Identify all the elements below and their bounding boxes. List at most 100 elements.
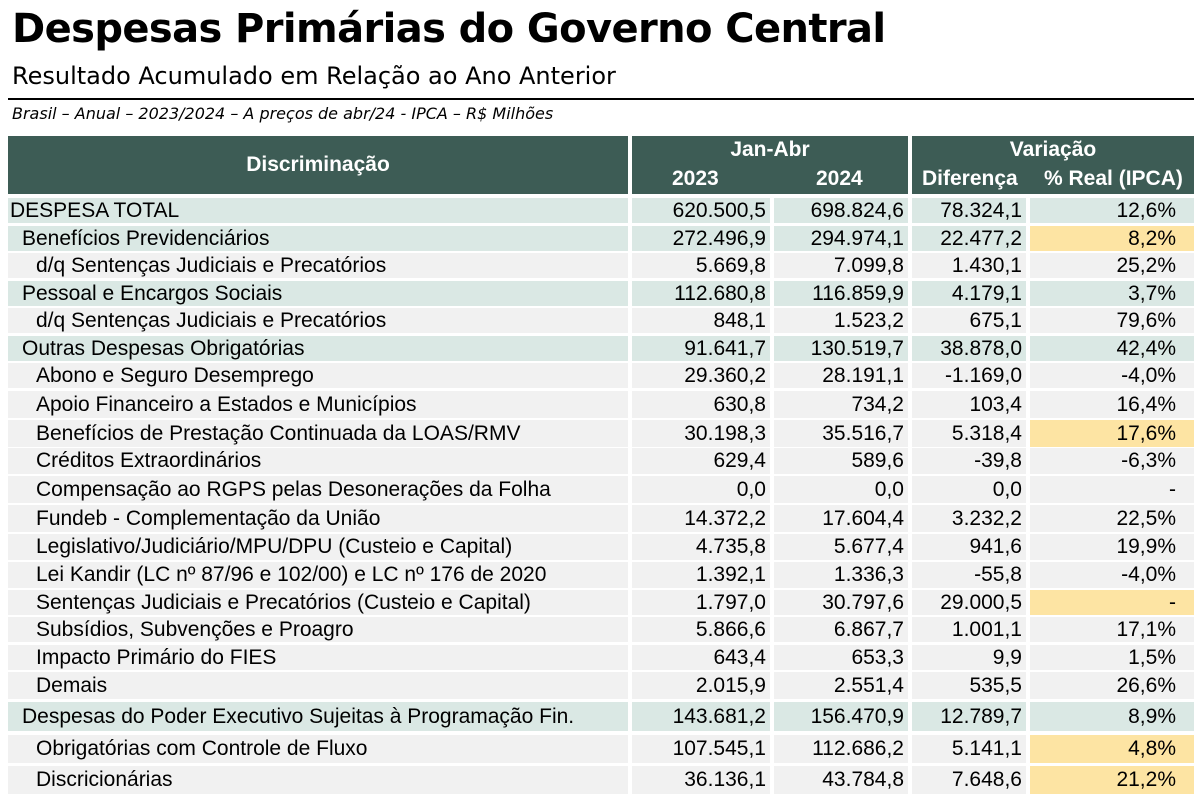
- row-label: Pessoal e Encargos Sociais: [8, 281, 628, 306]
- table-row: Fundeb - Complementação da União 14.372,2…: [0, 505, 1200, 532]
- row-real-pct: 8,2%: [1030, 226, 1194, 251]
- table-row: Pessoal e Encargos Sociais 112.680,8 116.8…: [0, 281, 1200, 306]
- row-value-2023: 5.669,8: [632, 253, 770, 278]
- row-difference: 675,1: [912, 308, 1026, 333]
- row-real-pct: 42,4%: [1030, 336, 1194, 361]
- row-label: Obrigatórias com Controle de Fluxo: [8, 735, 628, 763]
- row-real-pct: 1,5%: [1030, 645, 1194, 670]
- row-value-2024: 156.470,9: [774, 702, 908, 731]
- row-difference: 22.477,2: [912, 226, 1026, 251]
- row-value-2024: 653,3: [774, 645, 908, 670]
- row-value-2023: 143.681,2: [632, 702, 770, 731]
- row-value-2024: 28.191,1: [774, 363, 908, 388]
- row-difference: 29.000,5: [912, 590, 1026, 615]
- row-difference: 7.648,6: [912, 766, 1026, 794]
- row-value-2024: 130.519,7: [774, 336, 908, 361]
- row-label: Créditos Extraordinários: [8, 448, 628, 474]
- table-row: Benefícios Previdenciários 272.496,9 294.9…: [0, 226, 1200, 251]
- table-row: Impacto Primário do FIES 643,4 653,3 9,9 1,5…: [0, 645, 1200, 670]
- row-label: Abono e Seguro Desemprego: [8, 363, 628, 388]
- header-year-2024: 2024: [816, 167, 863, 190]
- row-value-2023: 629,4: [632, 448, 770, 474]
- header-diff: Diferença: [922, 167, 1018, 190]
- row-value-2024: 698.824,6: [774, 198, 908, 223]
- row-difference: 3.232,2: [912, 505, 1026, 532]
- table-row: Demais 2.015,9 2.551,4 535,5 26,6%: [0, 672, 1200, 699]
- row-label: DESPESA TOTAL: [8, 198, 628, 223]
- header-period-label: Jan-Abr: [730, 138, 810, 161]
- row-real-pct: 26,6%: [1030, 672, 1194, 699]
- row-real-pct: 25,2%: [1030, 253, 1194, 278]
- header-pct: % Real (IPCA): [1044, 167, 1183, 190]
- table-row: Compensação ao RGPS pelas Desonerações d…: [0, 476, 1200, 503]
- row-difference: 941,6: [912, 534, 1026, 560]
- row-difference: 103,4: [912, 391, 1026, 418]
- row-value-2023: 2.015,9: [632, 672, 770, 699]
- row-real-pct: -6,3%: [1030, 448, 1194, 474]
- table-row: d/q Sentenças Judiciais e Precatórios 848…: [0, 308, 1200, 333]
- row-label: Outras Despesas Obrigatórias: [8, 336, 628, 361]
- row-difference: -55,8: [912, 562, 1026, 588]
- row-value-2024: 5.677,4: [774, 534, 908, 560]
- table-row: Sentenças Judiciais e Precatórios (Custe…: [0, 590, 1200, 615]
- row-real-pct: 12,6%: [1030, 198, 1194, 223]
- row-difference: 0,0: [912, 476, 1026, 503]
- row-value-2023: 630,8: [632, 391, 770, 418]
- row-real-pct: -: [1030, 590, 1194, 615]
- row-label: Despesas do Poder Executivo Sujeitas à P…: [8, 702, 628, 731]
- row-real-pct: -: [1030, 476, 1194, 503]
- row-value-2024: 1.336,3: [774, 562, 908, 588]
- row-difference: 5.141,1: [912, 735, 1026, 763]
- row-label: Benefícios de Prestação Continuada da LO…: [8, 420, 628, 447]
- row-real-pct: 17,1%: [1030, 617, 1194, 642]
- row-value-2023: 4.735,8: [632, 534, 770, 560]
- table-row: Benefícios de Prestação Continuada da LO…: [0, 420, 1200, 447]
- row-real-pct: 8,9%: [1030, 702, 1194, 731]
- source-note: Brasil – Anual – 2023/2024 – A preços de…: [12, 104, 554, 123]
- row-real-pct: 79,6%: [1030, 308, 1194, 333]
- row-value-2024: 35.516,7: [774, 420, 908, 447]
- row-value-2023: 1.797,0: [632, 590, 770, 615]
- header-period-group: Jan-Abr 2023 2024: [632, 136, 908, 194]
- row-label: Sentenças Judiciais e Precatórios (Custe…: [8, 590, 628, 615]
- row-label: Lei Kandir (LC nº 87/96 e 102/00) e LC n…: [8, 562, 628, 588]
- row-value-2024: 112.686,2: [774, 735, 908, 763]
- row-value-2024: 0,0: [774, 476, 908, 503]
- table-row: Créditos Extraordinários 629,4 589,6 -39,8-…: [0, 448, 1200, 474]
- table-row: Discricionárias 36.136,1 43.784,8 7.648,6 21…: [0, 766, 1200, 794]
- row-label: Demais: [8, 672, 628, 699]
- row-value-2024: 1.523,2: [774, 308, 908, 333]
- page-subtitle: Resultado Acumulado em Relação ao Ano An…: [12, 62, 616, 90]
- row-label: Apoio Financeiro a Estados e Municípios: [8, 391, 628, 418]
- row-value-2023: 272.496,9: [632, 226, 770, 251]
- row-value-2024: 2.551,4: [774, 672, 908, 699]
- row-value-2024: 43.784,8: [774, 766, 908, 794]
- row-value-2023: 1.392,1: [632, 562, 770, 588]
- row-value-2024: 116.859,9: [774, 281, 908, 306]
- page-title: Despesas Primárias do Governo Central: [12, 6, 886, 52]
- row-difference: 1.430,1: [912, 253, 1026, 278]
- row-difference: -1.169,0: [912, 363, 1026, 388]
- row-difference: 4.179,1: [912, 281, 1026, 306]
- row-difference: 38.878,0: [912, 336, 1026, 361]
- table-row: d/q Sentenças Judiciais e Precatórios 5.6…: [0, 253, 1200, 278]
- row-label: Legislativo/Judiciário/MPU/DPU (Custeio …: [8, 534, 628, 560]
- row-label: Impacto Primário do FIES: [8, 645, 628, 670]
- row-value-2023: 14.372,2: [632, 505, 770, 532]
- row-difference: 1.001,1: [912, 617, 1026, 642]
- row-value-2024: 589,6: [774, 448, 908, 474]
- row-real-pct: 17,6%: [1030, 420, 1194, 447]
- header-discriminacao: Discriminação: [8, 136, 628, 194]
- row-value-2023: 91.641,7: [632, 336, 770, 361]
- row-real-pct: 4,8%: [1030, 735, 1194, 763]
- row-value-2024: 30.797,6: [774, 590, 908, 615]
- row-value-2023: 0,0: [632, 476, 770, 503]
- row-label: Benefícios Previdenciários: [8, 226, 628, 251]
- row-difference: 535,5: [912, 672, 1026, 699]
- row-value-2024: 17.604,4: [774, 505, 908, 532]
- row-real-pct: 22,5%: [1030, 505, 1194, 532]
- row-value-2023: 5.866,6: [632, 617, 770, 642]
- row-real-pct: 3,7%: [1030, 281, 1194, 306]
- row-value-2024: 6.867,7: [774, 617, 908, 642]
- row-label: d/q Sentenças Judiciais e Precatórios: [8, 253, 628, 278]
